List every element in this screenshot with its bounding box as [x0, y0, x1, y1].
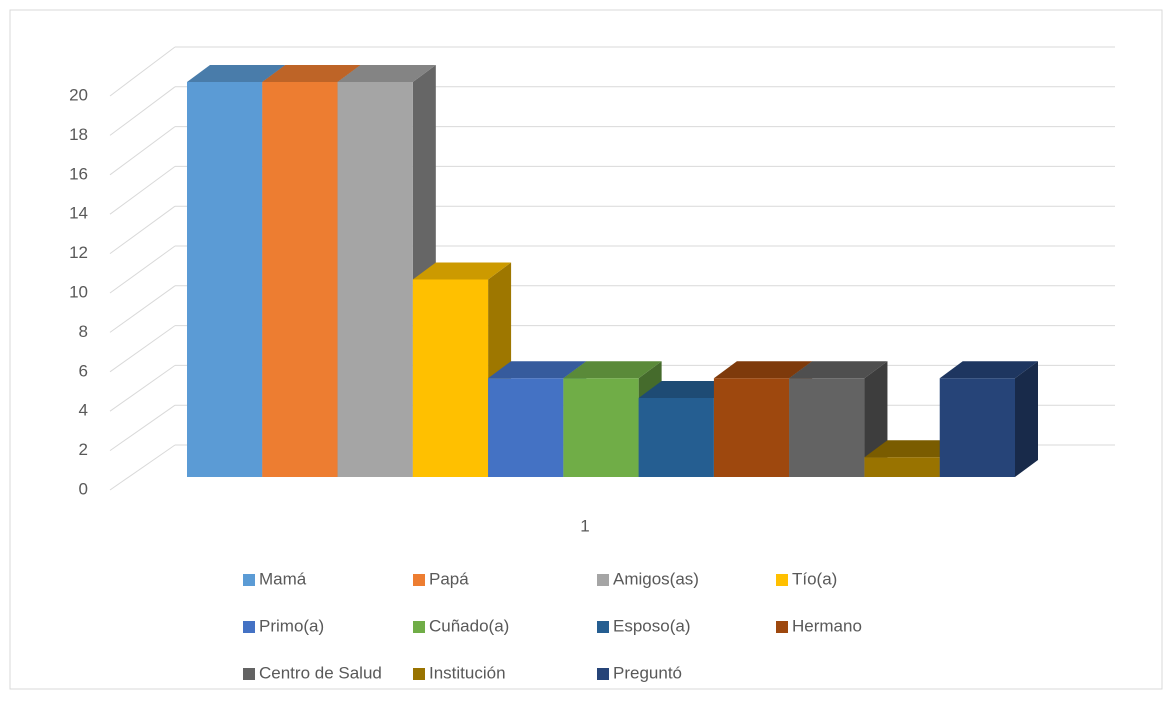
bar-top	[488, 361, 587, 379]
bar-top	[713, 361, 813, 379]
grid-line	[109, 364, 176, 412]
bar-top	[939, 361, 1038, 379]
bar	[262, 82, 338, 477]
y-tick-label: 10	[69, 282, 88, 301]
legend-swatch	[597, 574, 609, 586]
bar-top	[638, 381, 737, 398]
grid-line	[109, 165, 176, 215]
legend-label: Amigos(as)	[613, 569, 699, 588]
bar	[713, 378, 790, 477]
grid-line	[109, 325, 176, 373]
legend-swatch	[243, 621, 255, 633]
y-tick-label: 6	[79, 361, 88, 380]
legend-swatch	[243, 668, 255, 680]
y-tick-label: 8	[79, 322, 88, 341]
y-tick-label: 12	[69, 243, 88, 262]
bar	[638, 398, 714, 477]
legend-swatch	[597, 621, 609, 633]
grid-line	[109, 205, 176, 255]
grid-line	[109, 245, 176, 294]
bar-top	[412, 262, 512, 280]
bar	[939, 378, 1015, 477]
legend-label: Primo(a)	[259, 616, 324, 635]
bar-top	[563, 361, 662, 379]
legend-swatch	[413, 621, 425, 633]
y-tick-label: 4	[79, 401, 88, 420]
grid-line	[109, 46, 176, 97]
bar	[789, 378, 865, 477]
legend-swatch	[776, 621, 788, 633]
chart-border	[9, 9, 1163, 690]
grid-line	[109, 285, 176, 333]
legend-swatch	[243, 574, 255, 586]
bar	[412, 279, 489, 477]
legend-swatch	[413, 574, 425, 586]
y-tick-label: 18	[69, 125, 88, 144]
bar-top	[187, 65, 286, 82]
bar-top	[337, 65, 436, 82]
bar	[864, 457, 940, 477]
legend-label: Preguntó	[613, 663, 682, 682]
grid-line	[109, 86, 176, 136]
bar-top	[262, 65, 361, 82]
legend-swatch	[413, 668, 425, 680]
y-tick-label: 14	[69, 204, 88, 223]
bar	[187, 82, 263, 477]
bar	[488, 378, 564, 477]
y-tick-label: 2	[79, 440, 88, 459]
grid-line	[109, 404, 176, 452]
legend-label: Mamá	[259, 569, 307, 588]
bar	[337, 82, 413, 477]
legend-label: Papá	[429, 569, 469, 588]
legend-label: Institución	[429, 663, 506, 682]
legend-label: Tío(a)	[792, 569, 837, 588]
legend-label: Hermano	[792, 616, 862, 635]
grid-line	[109, 444, 176, 491]
grid-line	[109, 126, 176, 176]
legend-label: Cuñado(a)	[429, 616, 509, 635]
bar-top	[789, 361, 888, 379]
y-tick-label: 16	[69, 164, 88, 183]
x-tick-label: 1	[580, 516, 589, 535]
y-tick-label: 20	[69, 85, 88, 104]
legend-label: Centro de Salud	[259, 663, 382, 682]
legend-swatch	[597, 668, 609, 680]
bar	[563, 378, 639, 477]
bar-side	[1015, 361, 1038, 477]
y-tick-label: 0	[79, 479, 88, 498]
legend-label: Esposo(a)	[613, 616, 690, 635]
bar-top	[864, 440, 963, 458]
legend-swatch	[776, 574, 788, 586]
